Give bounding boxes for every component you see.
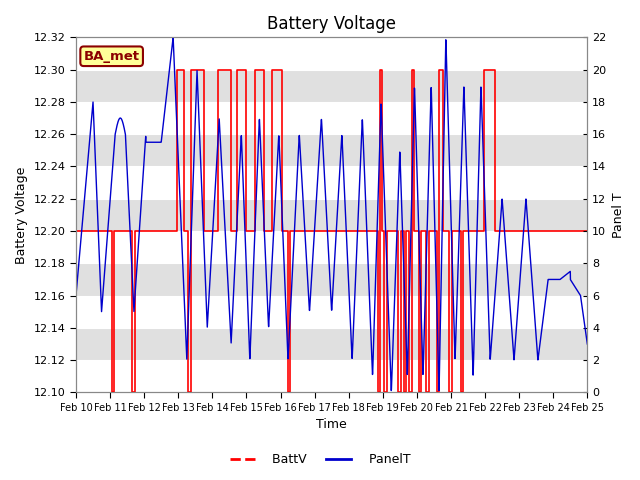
Bar [76,5,588,37]
Bar [76,70,588,102]
X-axis label: Time: Time [316,419,347,432]
Bar [76,264,588,296]
Bar [76,328,588,360]
Text: BA_met: BA_met [84,50,140,63]
Y-axis label: Panel T: Panel T [612,192,625,238]
Legend:   BattV,   PanelT: BattV, PanelT [225,448,415,471]
Y-axis label: Battery Voltage: Battery Voltage [15,166,28,264]
Title: Battery Voltage: Battery Voltage [267,15,396,33]
Bar [76,199,588,231]
Bar [76,134,588,167]
